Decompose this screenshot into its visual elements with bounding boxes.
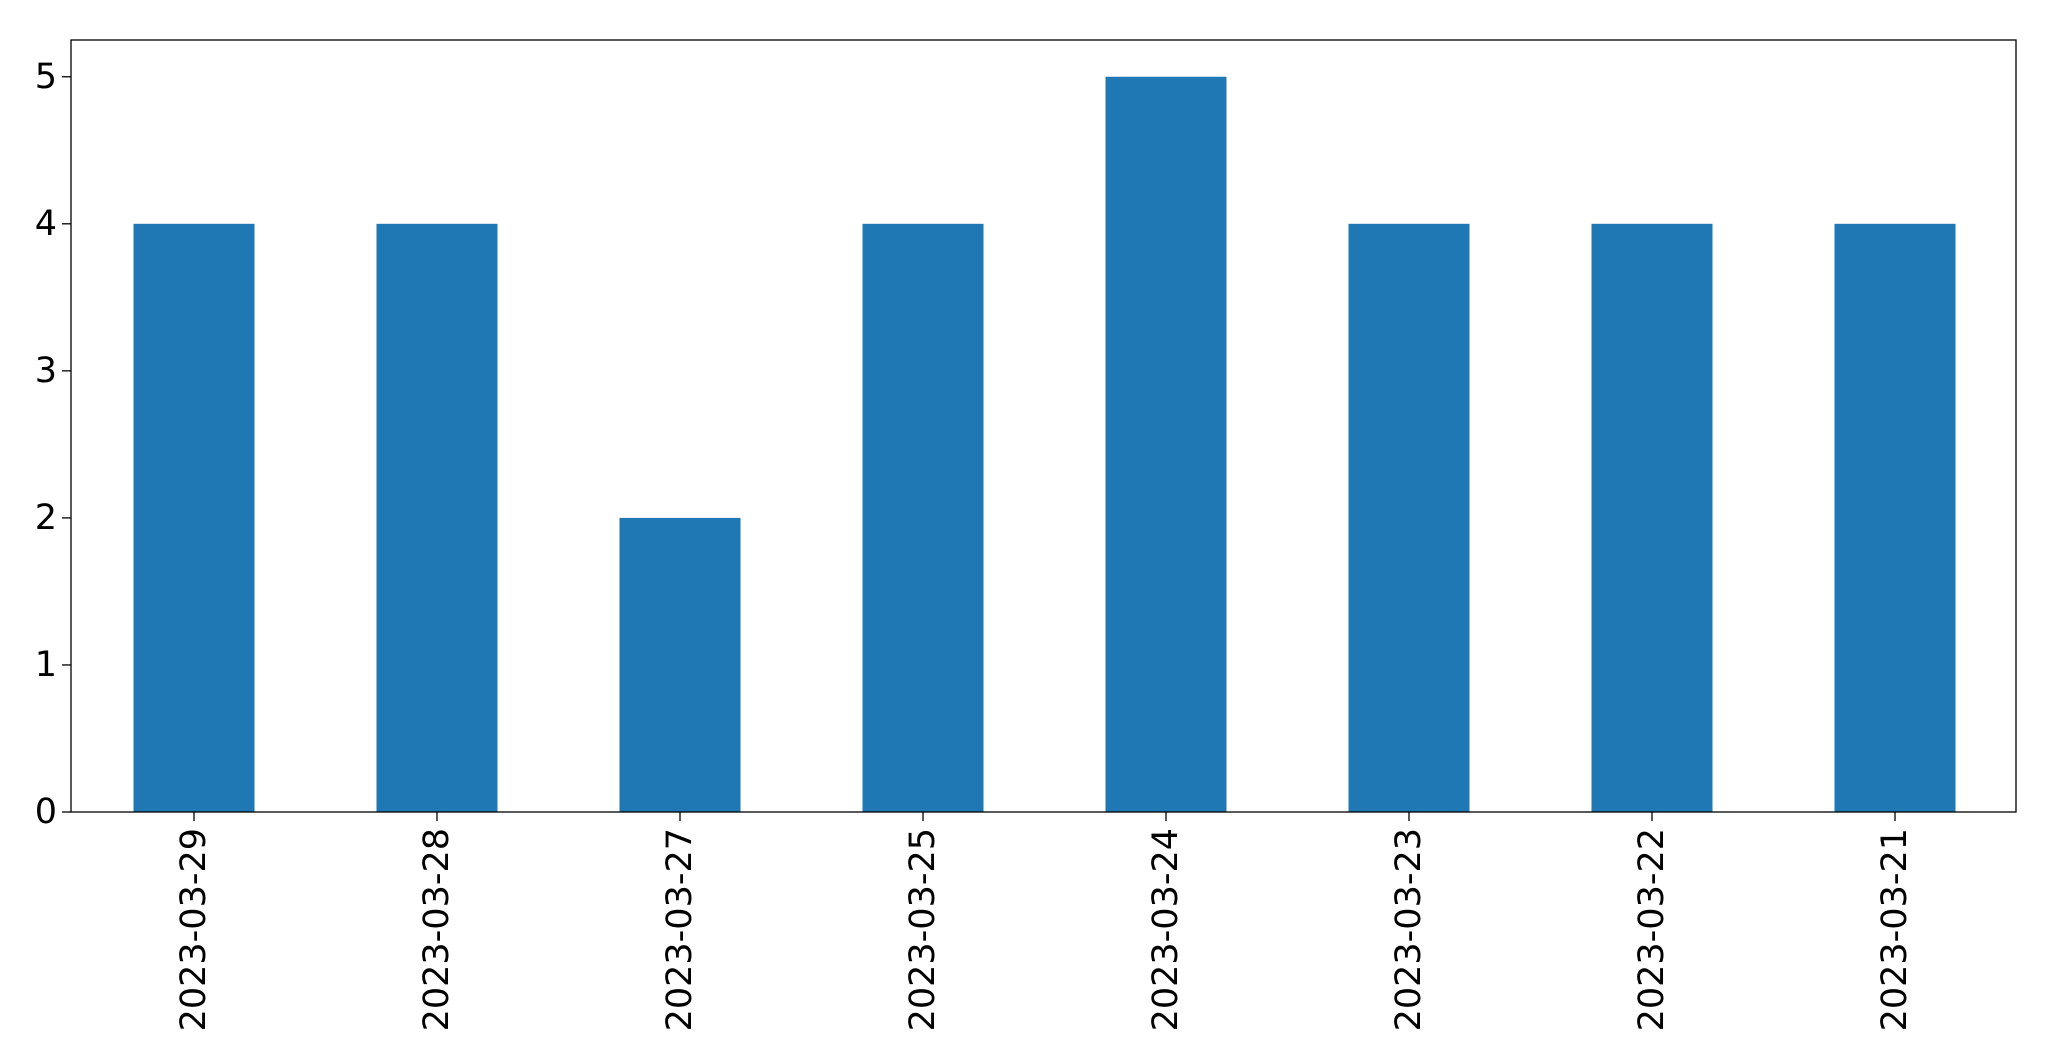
y-tick-label: 4 [35, 204, 57, 244]
y-tick-label: 0 [35, 792, 57, 832]
x-tick-label: 2023-03-24 [1146, 828, 1186, 1031]
bar-2023-03-29 [133, 223, 255, 813]
bar-2023-03-25 [862, 223, 984, 813]
plot-frame [70, 39, 2017, 813]
bar-2023-03-24 [1105, 76, 1227, 812]
bar-2023-03-28 [376, 223, 498, 813]
bars-layer [133, 76, 1956, 813]
y-tick-label: 2 [35, 498, 57, 538]
x-tick-label: 2023-03-29 [174, 828, 214, 1031]
x-tick-label: 2023-03-22 [1632, 828, 1672, 1031]
bar-2023-03-23 [1348, 223, 1470, 813]
x-tick-label: 2023-03-25 [903, 828, 943, 1031]
x-tick-label: 2023-03-27 [660, 828, 700, 1031]
y-tick-label: 1 [35, 645, 57, 685]
y-tick-label: 3 [35, 351, 57, 391]
bar-2023-03-22 [1591, 223, 1713, 813]
x-tick-label: 2023-03-28 [417, 828, 457, 1031]
x-tick-label: 2023-03-21 [1875, 828, 1915, 1031]
x-axis: 2023-03-29 2023-03-28 2023-03-27 2023-03-25… [174, 812, 1915, 1031]
x-tick-label: 2023-03-23 [1389, 828, 1429, 1031]
bar-2023-03-21 [1834, 223, 1956, 813]
y-axis: 0 1 2 3 4 5 [35, 57, 71, 832]
y-tick-label: 5 [35, 57, 57, 97]
bar-2023-03-27 [619, 517, 741, 812]
